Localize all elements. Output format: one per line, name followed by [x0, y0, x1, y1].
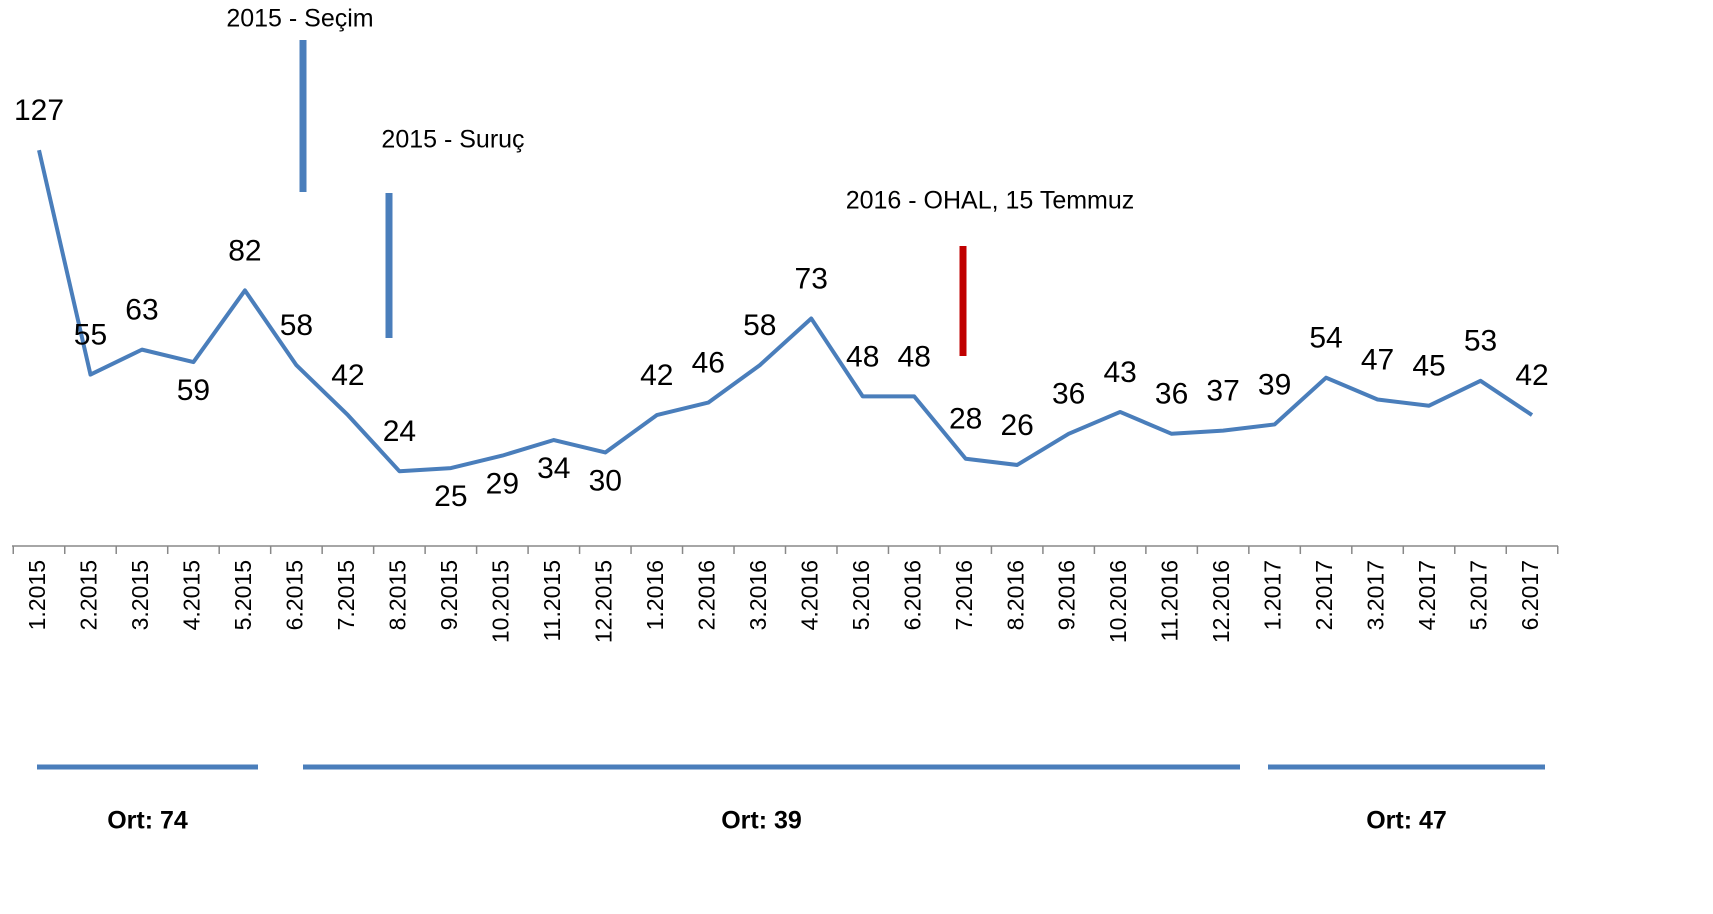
period-label: Ort: 47: [1366, 807, 1447, 835]
data-label: 34: [537, 452, 570, 485]
x-tick-label: 5.2016: [848, 560, 874, 630]
data-label: 39: [1258, 368, 1291, 401]
data-label: 24: [383, 415, 416, 448]
data-label: 30: [589, 464, 622, 497]
data-label: 54: [1309, 322, 1342, 355]
x-tick-label: 1.2016: [642, 560, 668, 630]
x-tick-label: 9.2015: [436, 560, 462, 630]
x-tick-label: 10.2016: [1105, 560, 1131, 643]
annotation-text: 2016 - OHAL, 15 Temmuz: [846, 187, 1135, 215]
x-tick-label: 3.2017: [1363, 560, 1389, 630]
data-label: 46: [692, 347, 725, 380]
data-label: 48: [846, 340, 879, 373]
x-tick-label: 2.2017: [1311, 560, 1337, 630]
x-tick-label: 2.2016: [693, 560, 719, 630]
data-label: 42: [331, 359, 364, 392]
x-tick-label: 5.2017: [1466, 560, 1492, 630]
annotation-text: 2015 - Suruç: [381, 126, 524, 154]
x-tick-label: 2.2015: [76, 560, 102, 630]
x-tick-label: 6.2017: [1517, 560, 1543, 630]
data-label: 127: [14, 94, 64, 127]
data-label: 29: [486, 468, 519, 501]
x-tick-label: 8.2016: [1002, 560, 1028, 630]
x-tick-label: 5.2015: [230, 560, 256, 630]
x-tick-label: 1.2015: [24, 560, 50, 630]
x-tick-label: 4.2017: [1414, 560, 1440, 630]
data-label: 55: [74, 318, 107, 351]
x-tick-label: 4.2016: [796, 560, 822, 630]
data-label: 25: [434, 480, 467, 513]
x-tick-label: 6.2016: [899, 560, 925, 630]
data-label: 53: [1464, 325, 1497, 358]
data-label: 82: [228, 234, 261, 267]
data-label: 48: [898, 340, 931, 373]
x-tick-label: 6.2015: [281, 560, 307, 630]
data-label: 43: [1103, 356, 1136, 389]
x-tick-label: 4.2015: [179, 560, 205, 630]
data-label: 42: [1515, 359, 1548, 392]
annotation-text: 2015 - Seçim: [226, 5, 373, 33]
data-label: 58: [280, 309, 313, 342]
x-tick-label: 7.2016: [951, 560, 977, 630]
data-label: 45: [1412, 350, 1445, 383]
x-tick-label: 3.2015: [127, 560, 153, 630]
x-tick-label: 1.2017: [1260, 560, 1286, 630]
data-label: 36: [1052, 378, 1085, 411]
x-tick-label: 12.2015: [590, 560, 616, 643]
data-label: 59: [177, 374, 210, 407]
period-label: Ort: 74: [107, 807, 188, 835]
x-tick-label: 7.2015: [333, 560, 359, 630]
x-tick-label: 8.2015: [384, 560, 410, 630]
data-label: 63: [125, 294, 158, 327]
x-tick-label: 10.2015: [487, 560, 513, 643]
period-label: Ort: 39: [721, 807, 802, 835]
data-label: 37: [1206, 375, 1239, 408]
data-label: 28: [949, 403, 982, 436]
data-line: [37, 149, 1534, 474]
data-label: 42: [640, 359, 673, 392]
x-tick-label: 12.2016: [1208, 560, 1234, 643]
x-tick-label: 3.2016: [745, 560, 771, 630]
data-label: 58: [743, 309, 776, 342]
data-label: 73: [795, 262, 828, 295]
x-tick-label: 11.2015: [539, 560, 565, 641]
data-label: 47: [1361, 343, 1394, 376]
data-label: 36: [1155, 378, 1188, 411]
data-label: 26: [1000, 409, 1033, 442]
x-tick-label: 11.2016: [1157, 560, 1183, 641]
x-tick-label: 9.2016: [1054, 560, 1080, 630]
